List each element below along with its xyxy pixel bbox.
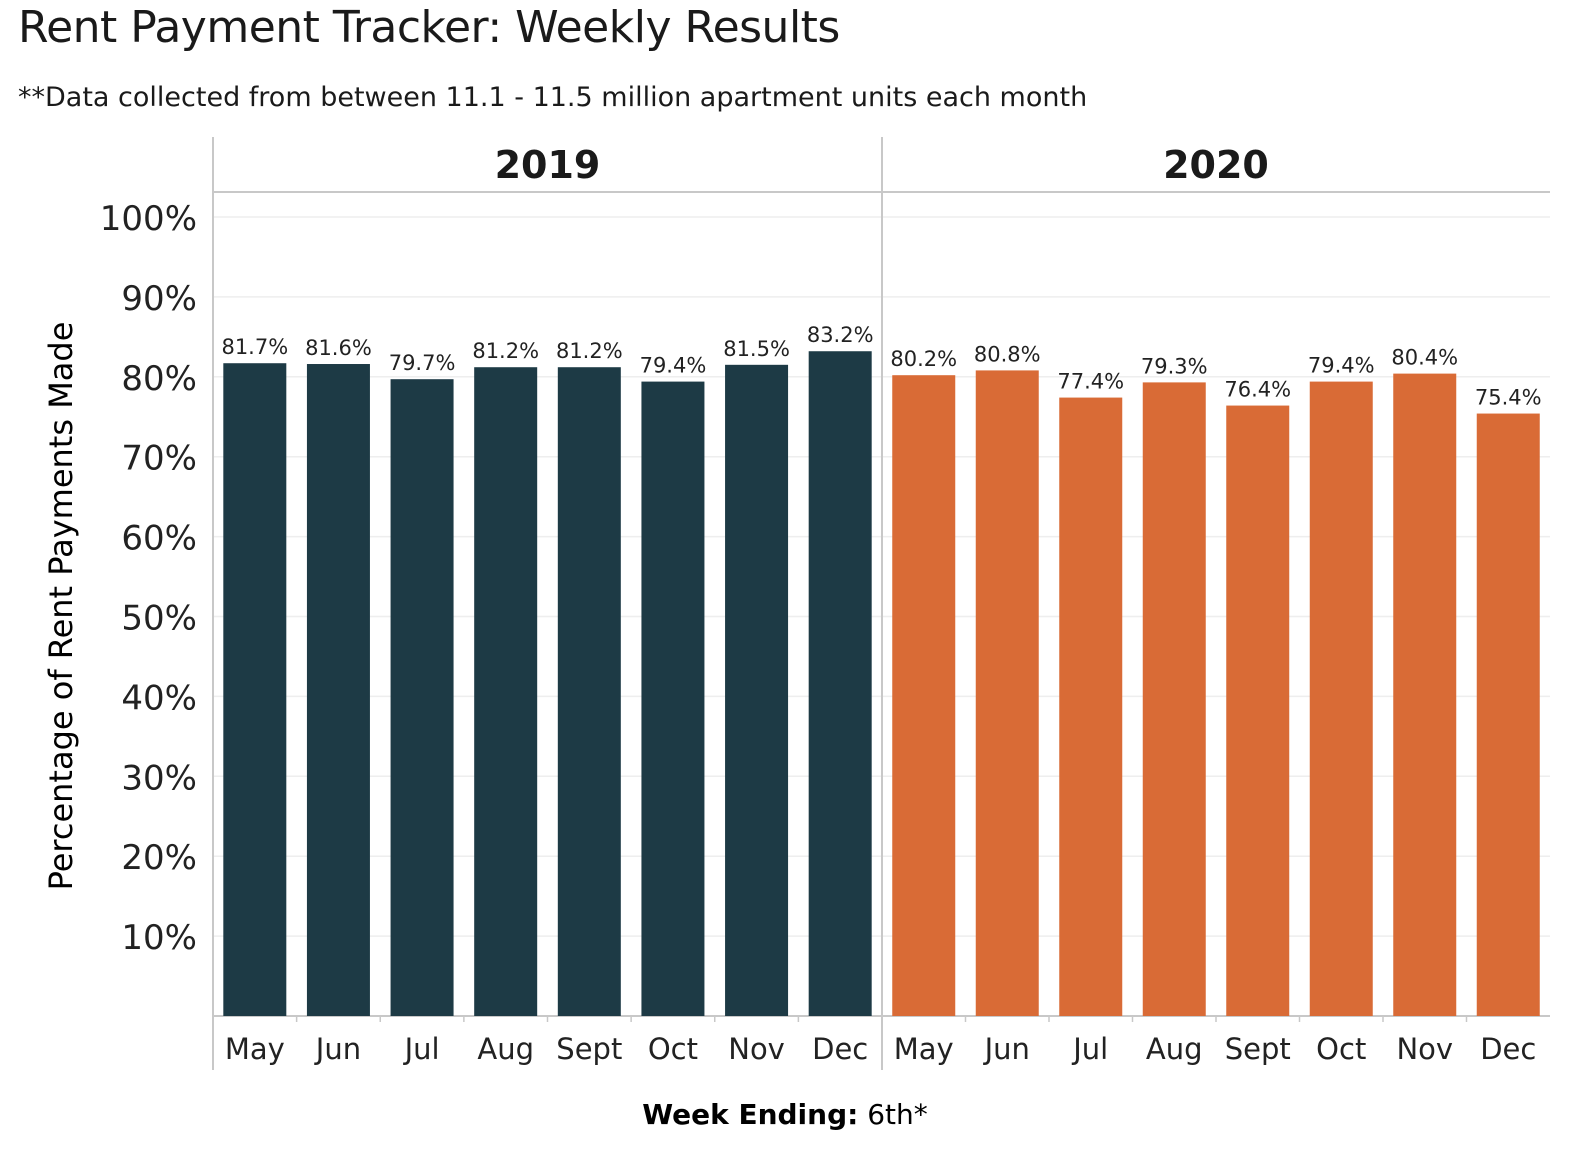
y-tick-label: 50% (121, 599, 197, 639)
data-label: 80.2% (890, 347, 957, 371)
data-label: 81.6% (305, 336, 372, 360)
bar-2019-jun (306, 364, 370, 1016)
x-tick-label: Nov (1396, 1032, 1453, 1066)
bar-2019-oct (641, 381, 705, 1016)
x-tick-label: May (225, 1032, 285, 1066)
x-tick-label: May (894, 1032, 954, 1066)
data-label: 83.2% (807, 323, 874, 347)
x-tick-label: Nov (728, 1032, 785, 1066)
data-label: 79.4% (640, 354, 707, 378)
x-tick-label: Dec (1480, 1032, 1536, 1066)
bar-2020-jun (975, 370, 1039, 1017)
bar-2019-aug (474, 367, 538, 1016)
y-tick-label: 40% (121, 678, 197, 718)
bar-2019-jul (390, 379, 454, 1016)
y-tick-label: 60% (121, 519, 197, 559)
x-tick-label: Aug (1146, 1032, 1203, 1066)
y-tick-label: 70% (121, 439, 197, 479)
bar-2019-sept (557, 367, 621, 1016)
x-tick-label: Oct (1316, 1032, 1366, 1066)
bar-2019-dec (808, 351, 872, 1016)
bar-2020-may (892, 375, 956, 1016)
x-tick-label: Jul (1071, 1032, 1108, 1066)
data-label: 75.4% (1475, 386, 1542, 410)
bar-2020-jul (1059, 397, 1123, 1017)
data-label: 81.7% (221, 335, 288, 359)
x-tick-label: Aug (477, 1032, 534, 1066)
x-tick-label: Sept (556, 1032, 622, 1066)
bar-2020-aug (1142, 382, 1206, 1016)
x-tick-label: Oct (648, 1032, 698, 1066)
bar-2020-sept (1226, 405, 1290, 1017)
bar-2020-dec (1476, 413, 1540, 1017)
data-label: 79.4% (1308, 354, 1375, 378)
bars (223, 351, 1540, 1017)
bar-2019-nov (725, 364, 789, 1016)
chart-subtitle: **Data collected from between 11.1 - 11.… (18, 82, 1088, 113)
x-tick-label: Dec (812, 1032, 868, 1066)
data-label: 79.3% (1141, 354, 1208, 378)
data-label: 81.2% (556, 339, 623, 363)
data-label: 81.2% (472, 339, 539, 363)
x-axis-title: Week Ending: 6th* (642, 1098, 928, 1131)
y-tick-label: 10% (121, 918, 197, 958)
y-tick-label: 100% (100, 199, 197, 239)
y-tick-label: 80% (121, 359, 197, 399)
x-tick-label: Jun (314, 1032, 361, 1066)
y-tick-label: 30% (121, 758, 197, 798)
data-label: 80.8% (974, 342, 1041, 366)
x-tick-label: Jun (983, 1032, 1030, 1066)
axes: 10% 20% 30% 40% 50% 60% 70% 80% 90% 100% 2019 May Ju… (100, 143, 1537, 1066)
data-label: 81.5% (723, 337, 790, 361)
data-label: 77.4% (1057, 370, 1124, 394)
panel-header-2019: 2019 (495, 143, 601, 187)
data-labels: 81.7% 81.6% 79.7% 81.2% 81.2% 79.4% 81.5% 83.2%… (221, 323, 1541, 409)
chart-title: Rent Payment Tracker: Weekly Results (18, 2, 840, 53)
y-axis-title: Percentage of Rent Payments Made (42, 322, 80, 891)
data-label: 79.7% (389, 351, 456, 375)
data-label: 76.4% (1224, 378, 1291, 402)
data-label: 80.4% (1391, 346, 1458, 370)
bar-2020-oct (1309, 381, 1373, 1016)
x-axis-title-rest: 6th* (858, 1098, 927, 1131)
x-tick-label: Sept (1225, 1032, 1291, 1066)
bar-2019-may (223, 363, 287, 1016)
y-tick-label: 20% (121, 838, 197, 878)
x-axis-title-bold: Week Ending: (642, 1098, 858, 1131)
bar-2020-nov (1393, 373, 1457, 1016)
y-tick-label: 90% (121, 279, 197, 319)
x-tick-label: Jul (403, 1032, 440, 1066)
panel-header-2020: 2020 (1163, 143, 1269, 187)
